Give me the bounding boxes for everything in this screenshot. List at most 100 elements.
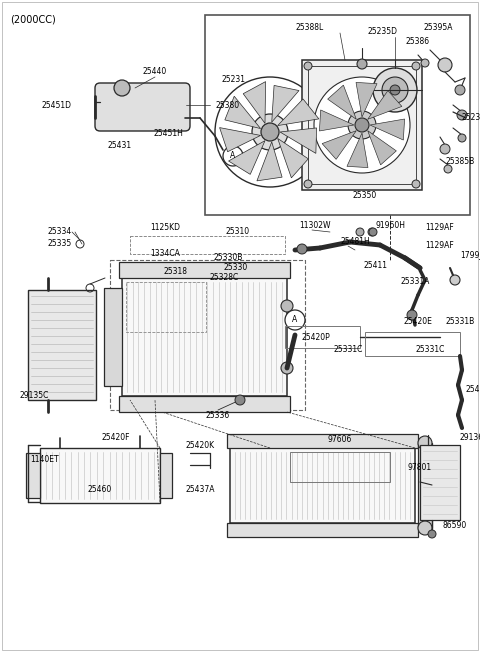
Circle shape <box>373 68 417 112</box>
Bar <box>104 288 122 386</box>
Text: 25386: 25386 <box>406 38 430 46</box>
Text: 25420F: 25420F <box>102 434 130 443</box>
Text: 25481H: 25481H <box>340 237 370 246</box>
Polygon shape <box>280 128 317 153</box>
Text: 25330: 25330 <box>224 263 248 273</box>
Text: A: A <box>292 316 298 325</box>
Bar <box>119 396 290 412</box>
Polygon shape <box>328 85 356 119</box>
Bar <box>227 523 418 537</box>
Circle shape <box>355 118 369 132</box>
Polygon shape <box>277 99 319 126</box>
Text: 25437A: 25437A <box>185 486 215 494</box>
Text: 25420P: 25420P <box>301 333 330 342</box>
Bar <box>130 236 285 254</box>
Polygon shape <box>370 119 405 140</box>
Polygon shape <box>272 85 299 122</box>
Text: 25331C: 25331C <box>415 346 444 355</box>
Text: 25451H: 25451H <box>153 128 183 138</box>
Polygon shape <box>319 110 354 131</box>
Polygon shape <box>219 128 261 152</box>
Polygon shape <box>368 91 402 119</box>
Text: A: A <box>230 151 236 160</box>
Bar <box>126 282 206 332</box>
Bar <box>230 448 415 523</box>
Polygon shape <box>225 96 261 128</box>
Bar <box>160 453 172 498</box>
Text: 1799JG: 1799JG <box>460 250 480 259</box>
Text: 25235: 25235 <box>461 113 480 123</box>
Circle shape <box>356 228 364 236</box>
Text: 1129AF: 1129AF <box>426 241 455 250</box>
Text: 25395A: 25395A <box>423 23 453 33</box>
Circle shape <box>412 62 420 70</box>
Text: 25334: 25334 <box>48 228 72 237</box>
Circle shape <box>390 85 400 95</box>
Text: 97606: 97606 <box>328 436 352 445</box>
Circle shape <box>368 228 376 236</box>
Text: 25310: 25310 <box>226 228 250 237</box>
Text: 25420E: 25420E <box>404 318 432 327</box>
Bar <box>302 60 422 190</box>
Text: 1334CA: 1334CA <box>150 250 180 258</box>
Text: 25420K: 25420K <box>185 441 215 449</box>
Text: 29136: 29136 <box>460 434 480 443</box>
Bar <box>26 453 40 498</box>
Bar <box>110 260 305 410</box>
Text: 25335: 25335 <box>48 239 72 248</box>
Text: 25336: 25336 <box>206 411 230 419</box>
Text: 29135C: 29135C <box>20 391 49 400</box>
Bar <box>365 332 460 356</box>
Text: 25431: 25431 <box>108 140 132 149</box>
Polygon shape <box>347 133 368 168</box>
Polygon shape <box>228 141 265 174</box>
Circle shape <box>444 165 452 173</box>
Text: 1125KD: 1125KD <box>150 224 180 233</box>
Circle shape <box>369 228 377 236</box>
Bar <box>308 66 416 184</box>
Circle shape <box>281 362 293 374</box>
Polygon shape <box>322 130 356 159</box>
Circle shape <box>314 77 410 173</box>
Circle shape <box>455 85 465 95</box>
Circle shape <box>418 521 432 535</box>
Circle shape <box>407 310 417 320</box>
Text: 25460: 25460 <box>88 486 112 494</box>
Text: 97801: 97801 <box>408 464 432 473</box>
Circle shape <box>348 111 376 139</box>
Text: 25388L: 25388L <box>296 23 324 33</box>
Bar <box>418 443 432 528</box>
Circle shape <box>281 300 293 312</box>
Polygon shape <box>356 82 377 117</box>
Circle shape <box>412 180 420 188</box>
Text: 25235D: 25235D <box>367 27 397 37</box>
Circle shape <box>297 244 307 254</box>
Text: 91960H: 91960H <box>375 220 405 230</box>
Bar <box>420 445 460 520</box>
Bar <box>205 15 470 215</box>
Circle shape <box>357 59 367 69</box>
Polygon shape <box>243 82 265 123</box>
Circle shape <box>261 123 279 141</box>
Circle shape <box>285 310 305 330</box>
Text: 25318: 25318 <box>163 267 187 276</box>
Text: 25350: 25350 <box>353 190 377 200</box>
Text: 25331B: 25331B <box>445 318 475 327</box>
Text: 25440: 25440 <box>143 68 167 76</box>
Text: 25331C: 25331C <box>333 346 363 355</box>
Bar <box>119 262 290 278</box>
Circle shape <box>440 144 450 154</box>
Circle shape <box>450 275 460 285</box>
Text: (2000CC): (2000CC) <box>10 14 56 24</box>
Bar <box>285 326 360 348</box>
Text: 25231: 25231 <box>222 76 246 85</box>
Text: 25451D: 25451D <box>42 100 72 110</box>
Circle shape <box>304 180 312 188</box>
Text: 1140ET: 1140ET <box>30 456 59 464</box>
Text: 86590: 86590 <box>443 520 467 529</box>
Circle shape <box>418 436 432 450</box>
Bar <box>40 448 160 503</box>
Text: 11302W: 11302W <box>299 220 331 230</box>
Polygon shape <box>277 138 308 178</box>
Text: 25411: 25411 <box>363 261 387 269</box>
